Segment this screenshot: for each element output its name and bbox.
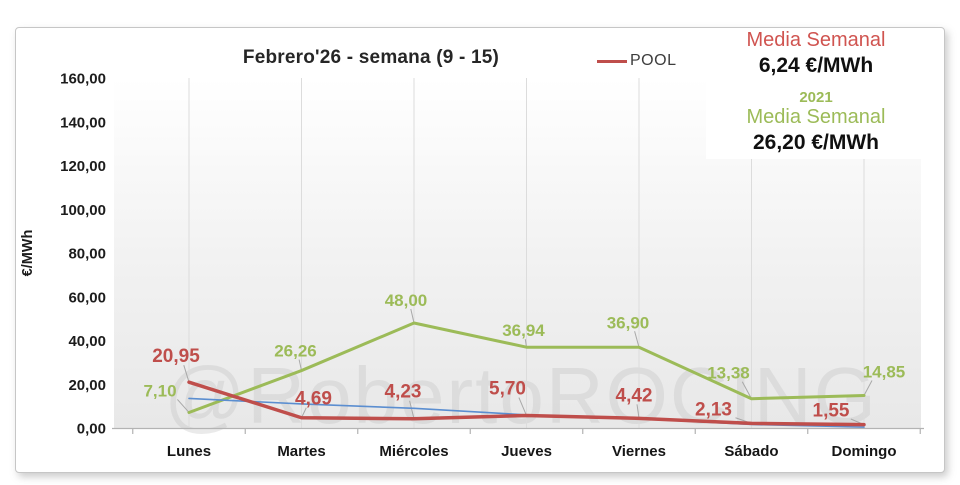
point-label: 36,90 (607, 313, 650, 332)
point-label: 2,13 (695, 399, 732, 420)
media-semanal-current-value: 6,24 €/MWh (758, 54, 874, 77)
reference-year-label: 2021 (799, 89, 833, 107)
leader-line (177, 399, 190, 413)
point-label: 13,38 (707, 364, 750, 383)
point-label: 48,00 (385, 291, 428, 310)
y-axis-title: €/MWh (20, 230, 36, 277)
weekly-average-annotations: Media Semanal 6,24 €/MWh 2021 Media Sema… (706, 29, 926, 160)
day-label: Domingo (832, 443, 897, 460)
y-tick-label: 60,00 (68, 289, 106, 306)
point-label: 4,42 (616, 385, 653, 406)
day-label: Sábado (724, 443, 778, 460)
x-axis-ticks (132, 428, 921, 434)
media-semanal-reference-title: Media Semanal (746, 105, 886, 128)
leader-line (410, 308, 415, 324)
leader-line (183, 365, 190, 383)
day-label: Martes (277, 443, 325, 460)
leader-line (518, 397, 527, 416)
series-labels-2021: 7,10 26,26 48,00 36,94 36,90 13,38 14,85 (143, 291, 905, 400)
point-label: 7,10 (143, 381, 176, 400)
leader-line (863, 380, 873, 396)
leader-line (298, 359, 302, 371)
point-label: 5,70 (489, 379, 526, 400)
x-axis-labels: Lunes Martes Miércoles Jueves Viernes Sábado D… (167, 443, 897, 460)
day-label: Miércoles (379, 443, 448, 460)
series-line-POOL (187, 380, 866, 427)
media-semanal-current-title: Media Semanal (746, 29, 886, 51)
leader-line (636, 404, 640, 419)
day-label: Viernes (612, 443, 666, 460)
series-line-2021 (187, 321, 866, 414)
pool-series-color-swatch (597, 59, 627, 63)
point-label: 20,95 (152, 346, 200, 367)
label-leader-lines (177, 308, 873, 426)
media-semanal-reference-value: 26,20 €/MWh (752, 130, 880, 154)
point-label: 1,55 (813, 401, 850, 422)
point-label: 4,23 (385, 382, 422, 403)
point-label: 4,69 (295, 389, 332, 410)
leader-line (634, 331, 640, 348)
y-tick-label: 20,00 (68, 377, 106, 394)
y-tick-label: 40,00 (68, 333, 106, 350)
series-labels-POOL: 20,95 4,69 4,23 5,70 4,42 2,13 1,55 (152, 346, 850, 421)
day-label: Lunes (167, 443, 211, 460)
point-label: 14,85 (863, 363, 906, 382)
chart-title: Febrero'26 - semana (9 - 15) (242, 47, 500, 68)
leader-line (409, 400, 415, 419)
point-label: 36,94 (502, 321, 545, 340)
y-tick-label: 140,00 (60, 114, 106, 131)
y-tick-label: 0,00 (77, 421, 106, 438)
y-tick-label: 120,00 (60, 158, 106, 175)
point-label: 26,26 (274, 342, 317, 361)
legend-label-pool: POOL (630, 52, 677, 69)
leader-line (741, 381, 752, 399)
y-tick-label: 160,00 (60, 71, 106, 88)
day-label: Jueves (501, 443, 552, 460)
y-axis-labels: 0,00 20,00 40,00 60,00 80,00 100,00 120,00 140,… (60, 71, 106, 438)
y-tick-label: 80,00 (68, 246, 106, 263)
y-tick-label: 100,00 (60, 202, 106, 219)
legend: POOL (597, 52, 676, 70)
chart-card: @RobertoROCING 0,00 20,00 40,00 60,00 80,00 10… (15, 27, 945, 473)
